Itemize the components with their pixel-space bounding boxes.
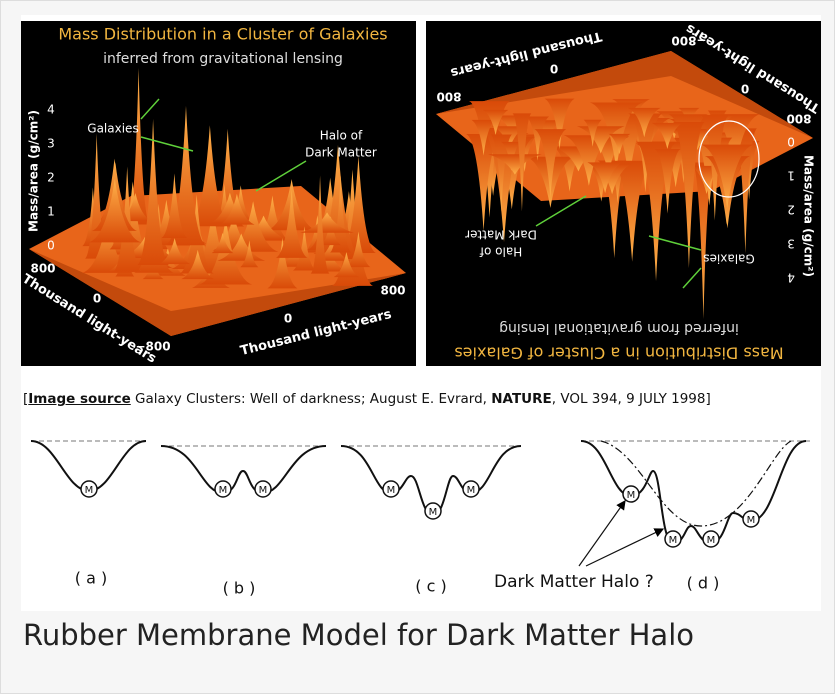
mass-label: M bbox=[219, 485, 228, 496]
z-tick-label: 0 bbox=[787, 135, 795, 149]
plot-title: Mass Distribution in a Cluster of Galaxi… bbox=[454, 344, 783, 363]
plot-image-flipped: Mass Distribution in a Cluster of Galaxi… bbox=[426, 20, 823, 366]
annotation: Halo of bbox=[479, 245, 522, 259]
mass-label: M bbox=[259, 485, 268, 496]
source-line: [Image source Galaxy Clusters: Well of d… bbox=[23, 391, 711, 407]
mass-label: M bbox=[85, 485, 94, 496]
y-tick-label: 800 bbox=[380, 284, 405, 298]
annotation: Halo of bbox=[320, 129, 363, 143]
mass-label: M bbox=[467, 485, 476, 496]
z-tick-label: 1 bbox=[47, 205, 55, 219]
plot-image: Mass Distribution in a Cluster of Galaxi… bbox=[19, 21, 416, 367]
page: Mass Distribution in a Cluster of Galaxi… bbox=[0, 0, 835, 694]
diagram-note: Dark Matter Halo ? bbox=[494, 572, 654, 592]
z-tick-label: 0 bbox=[47, 239, 55, 253]
x-tick-label: 0 bbox=[93, 292, 101, 306]
diagram-label: ( b ) bbox=[223, 579, 256, 598]
journal: NATURE bbox=[491, 391, 552, 407]
plot-title: Mass Distribution in a Cluster of Galaxi… bbox=[58, 25, 387, 44]
mass-label: M bbox=[387, 485, 396, 496]
x-tick-label: 0 bbox=[741, 82, 749, 96]
diagram-label: ( c ) bbox=[415, 577, 446, 596]
annotation: Galaxies bbox=[87, 122, 138, 136]
caption: Rubber Membrane Model for Dark Matter Ha… bbox=[23, 618, 694, 652]
annotation: Dark Matter bbox=[305, 146, 377, 160]
z-axis-label: Mass/area (g/cm²) bbox=[27, 110, 41, 232]
z-tick-label: 4 bbox=[787, 271, 795, 285]
y-tick-label: 0 bbox=[550, 62, 558, 76]
mass-label: M bbox=[429, 507, 438, 518]
diagram-label: ( d ) bbox=[687, 574, 720, 593]
text: Galaxy Clusters: Well of darkness; Augus… bbox=[131, 391, 492, 407]
x-tick-label: 800 bbox=[30, 262, 55, 276]
mass-label: M bbox=[707, 535, 716, 546]
z-tick-label: 2 bbox=[787, 203, 795, 217]
plot-subtitle: inferred from gravitational lensing bbox=[103, 51, 343, 67]
mass-label: M bbox=[669, 535, 678, 546]
annotation: Dark Matter bbox=[465, 228, 537, 242]
diagram-label: ( a ) bbox=[75, 569, 107, 588]
annotation: Galaxies bbox=[703, 252, 754, 266]
x-tick-label: 800 bbox=[786, 112, 811, 126]
y-tick-label: 800 bbox=[436, 90, 461, 104]
z-tick-label: 2 bbox=[47, 171, 55, 185]
text: , VOL 394, 9 JULY 1998] bbox=[552, 391, 711, 407]
y-tick-label: 0 bbox=[284, 312, 292, 326]
z-axis-label: Mass/area (g/cm²) bbox=[802, 155, 816, 277]
z-tick-label: 3 bbox=[787, 237, 795, 251]
figure: Mass Distribution in a Cluster of Galaxi… bbox=[1, 1, 834, 611]
z-tick-label: 4 bbox=[47, 103, 55, 117]
plot-subtitle: inferred from gravitational lensing bbox=[499, 320, 739, 336]
z-tick-label: 1 bbox=[787, 169, 795, 183]
mass-label: M bbox=[627, 490, 636, 501]
mass-label: M bbox=[747, 515, 756, 526]
z-tick-label: 3 bbox=[47, 137, 55, 151]
source-link[interactable]: Image source bbox=[28, 391, 130, 407]
